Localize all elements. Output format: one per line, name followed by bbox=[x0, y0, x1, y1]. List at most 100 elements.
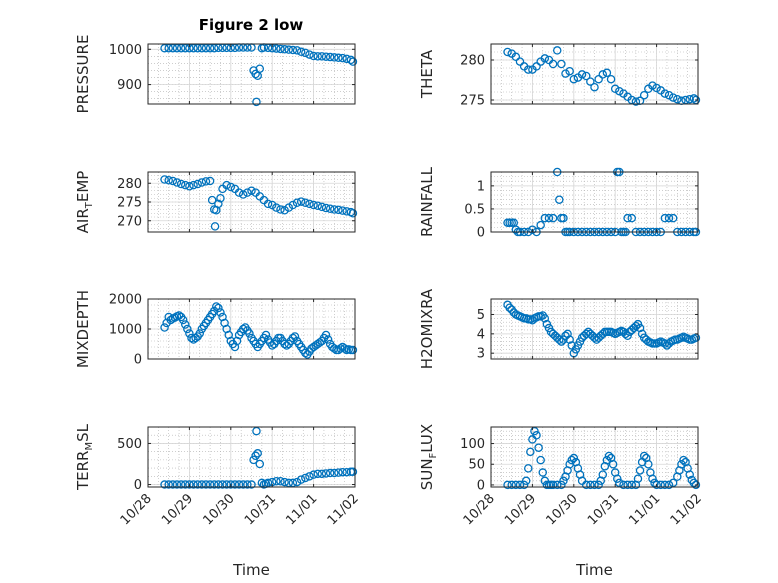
data-point bbox=[548, 480, 558, 490]
y-axis-label: RAINFALL bbox=[418, 166, 436, 237]
x-axis-label: Time bbox=[232, 561, 270, 579]
data-point bbox=[168, 176, 178, 186]
data-point bbox=[325, 52, 335, 62]
data-point bbox=[160, 480, 169, 489]
data-point bbox=[340, 344, 349, 353]
data-point bbox=[309, 51, 318, 61]
data-point bbox=[305, 50, 314, 59]
data-point bbox=[689, 478, 699, 488]
data-point bbox=[330, 344, 339, 353]
data-point bbox=[201, 177, 211, 186]
data-point bbox=[214, 480, 223, 489]
data-point bbox=[330, 468, 339, 478]
data-point bbox=[615, 478, 624, 488]
data-point bbox=[251, 69, 260, 79]
y-tick-label: 275 bbox=[460, 94, 485, 109]
data-point bbox=[207, 195, 217, 205]
data-point bbox=[245, 329, 254, 338]
data-point bbox=[598, 470, 608, 479]
y-tick-label: 100 bbox=[460, 437, 485, 452]
data-point bbox=[538, 468, 548, 477]
data-point bbox=[257, 478, 267, 488]
data-point bbox=[288, 200, 298, 210]
data-point bbox=[608, 459, 618, 469]
data-point bbox=[168, 480, 178, 489]
data-point bbox=[338, 206, 347, 215]
data-point bbox=[185, 181, 194, 191]
data-point bbox=[197, 43, 207, 53]
y-tick-label: 50 bbox=[468, 458, 485, 473]
data-point bbox=[532, 431, 541, 440]
axes-box bbox=[490, 298, 699, 360]
data-point bbox=[664, 90, 674, 100]
data-point bbox=[664, 480, 674, 490]
data-point bbox=[521, 476, 531, 486]
data-point bbox=[590, 480, 599, 490]
data-point bbox=[590, 82, 599, 92]
data-point bbox=[313, 469, 322, 479]
data-point bbox=[334, 468, 343, 477]
y-axis-label: TERRMSL bbox=[74, 423, 95, 491]
x-tick-label: 11/02 bbox=[325, 491, 362, 528]
data-point bbox=[534, 443, 543, 452]
data-point bbox=[280, 477, 289, 487]
x-tick-label: 11/01 bbox=[283, 491, 320, 528]
data-point bbox=[197, 178, 207, 187]
data-point bbox=[615, 86, 624, 96]
data-point bbox=[164, 43, 173, 53]
subplot-7: 10/28 10/29 10/30 10/31 11/01 11/02 0 500 TERRMS… bbox=[74, 423, 362, 579]
y-tick-label: 2000 bbox=[109, 293, 142, 308]
data-point bbox=[631, 321, 641, 331]
data-point bbox=[205, 176, 215, 186]
data-point bbox=[230, 480, 240, 489]
data-point bbox=[536, 220, 545, 230]
data-point bbox=[276, 476, 285, 486]
x-tick-label: 10/29 bbox=[502, 491, 539, 528]
data-point bbox=[255, 64, 265, 73]
data-point bbox=[272, 203, 281, 212]
data-point bbox=[276, 44, 285, 54]
x-tick-label: 10/28 bbox=[461, 491, 498, 528]
data-point bbox=[330, 53, 339, 62]
data-point bbox=[503, 47, 512, 57]
data-point bbox=[317, 202, 327, 212]
series bbox=[160, 302, 358, 359]
data-point bbox=[348, 57, 358, 66]
data-point bbox=[325, 468, 335, 478]
data-point bbox=[610, 84, 620, 94]
data-point bbox=[218, 480, 227, 489]
data-point bbox=[197, 480, 207, 489]
y-tick-label: 270 bbox=[117, 214, 142, 229]
y-tick-label: 0 bbox=[477, 226, 485, 241]
data-point bbox=[656, 480, 665, 490]
data-point bbox=[519, 480, 529, 490]
data-point bbox=[251, 451, 260, 461]
data-point bbox=[631, 97, 641, 106]
data-point bbox=[261, 330, 271, 340]
data-point bbox=[557, 480, 566, 490]
data-point bbox=[660, 480, 670, 490]
data-point bbox=[552, 46, 562, 55]
y-tick-label: 3 bbox=[477, 347, 485, 362]
data-point bbox=[296, 47, 306, 57]
data-point bbox=[689, 94, 699, 103]
data-point bbox=[581, 480, 591, 490]
data-point bbox=[604, 451, 614, 461]
data-point bbox=[253, 449, 262, 458]
data-point bbox=[540, 213, 550, 223]
data-point bbox=[313, 52, 322, 61]
data-point bbox=[660, 213, 670, 223]
grid bbox=[490, 43, 699, 104]
data-point bbox=[336, 344, 345, 353]
data-point bbox=[288, 478, 298, 488]
data-point bbox=[185, 329, 194, 338]
x-tick-label: 10/29 bbox=[159, 491, 196, 528]
data-point bbox=[598, 70, 608, 79]
subplot-4: 0 0.5 1 RAINFALL bbox=[418, 166, 701, 241]
data-point bbox=[342, 467, 351, 477]
x-tick-label: 10/28 bbox=[118, 491, 155, 528]
data-point bbox=[210, 222, 220, 231]
data-point bbox=[305, 199, 314, 209]
data-point bbox=[301, 473, 310, 483]
